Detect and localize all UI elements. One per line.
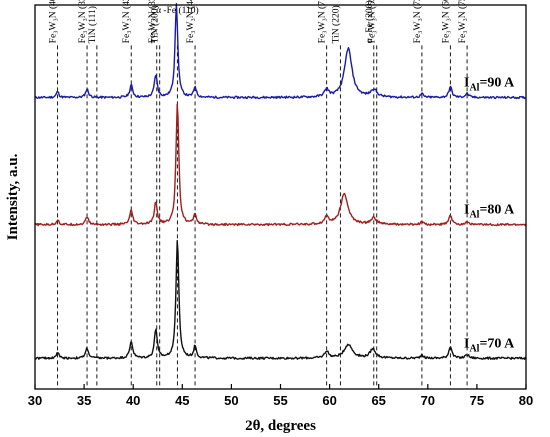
- series-line: [34, 103, 527, 227]
- x-ticks: 30 35 40 45 50 55 60 65 70 75 80: [28, 384, 533, 408]
- peak-label: Fe₃W₃N (331): [77, 0, 88, 43]
- axes: 30 35 40 45 50 55 60 65 70 75 80: [28, 4, 533, 408]
- peak-label: Fe₃W₃N (711): [317, 0, 328, 43]
- x-tick-label: 40: [126, 393, 140, 408]
- x-tick-label: 50: [224, 393, 238, 408]
- x-tick-label: 70: [421, 393, 435, 408]
- peak-label: Fe₃W₃N (733): [412, 0, 423, 43]
- peak-label: α -Fe (110): [156, 5, 199, 16]
- x-tick-label: 80: [519, 393, 533, 408]
- series-label: IAl=70 A: [464, 336, 515, 354]
- peak-label: TiN (200): [150, 5, 161, 43]
- peak-label: Fe₃W₃N (751): [457, 0, 468, 43]
- series-line: [34, 3, 527, 100]
- peak-label: Fe₃W₃N (660): [440, 0, 451, 43]
- x-tick-label: 30: [28, 393, 42, 408]
- series-line: [34, 239, 527, 360]
- series-label: IAl=80 A: [464, 203, 515, 221]
- series-group: [34, 3, 527, 360]
- x-tick-label: 45: [175, 393, 189, 408]
- series-label: IAl=90 A: [464, 76, 515, 94]
- peak-label: Fe₃W₃N (333): [147, 0, 158, 43]
- y-axis-title: Intensity, a.u.: [5, 153, 21, 240]
- peak-label: α -Fe (200): [364, 0, 375, 43]
- peak-labels: Fe₃W₃N (400) Fe₃W₃N (331) TiN (111) Fe₃W₃N …: [48, 0, 468, 43]
- x-tick-label: 75: [470, 393, 484, 408]
- peak-label: Fe₃W₃N (440): [185, 0, 196, 43]
- series-labels: IAl=90 A IAl=80 A IAl=70 A: [464, 76, 515, 355]
- x-tick-label: 55: [273, 393, 287, 408]
- peak-label: TiN (220): [330, 5, 341, 43]
- x-tick-label: 60: [322, 393, 336, 408]
- x-tick-label: 35: [77, 393, 91, 408]
- peak-label: TiN (111): [87, 6, 98, 43]
- peak-label: Fe₃W₃N (422): [121, 0, 132, 43]
- plot-frame: [34, 4, 527, 390]
- peak-label: Fe₃W₃N (553): [367, 0, 378, 43]
- peak-label: Fe₃W₃N (400): [48, 0, 59, 43]
- x-tick-label: 65: [371, 393, 385, 408]
- x-axis-title: 2θ, degrees: [245, 418, 316, 434]
